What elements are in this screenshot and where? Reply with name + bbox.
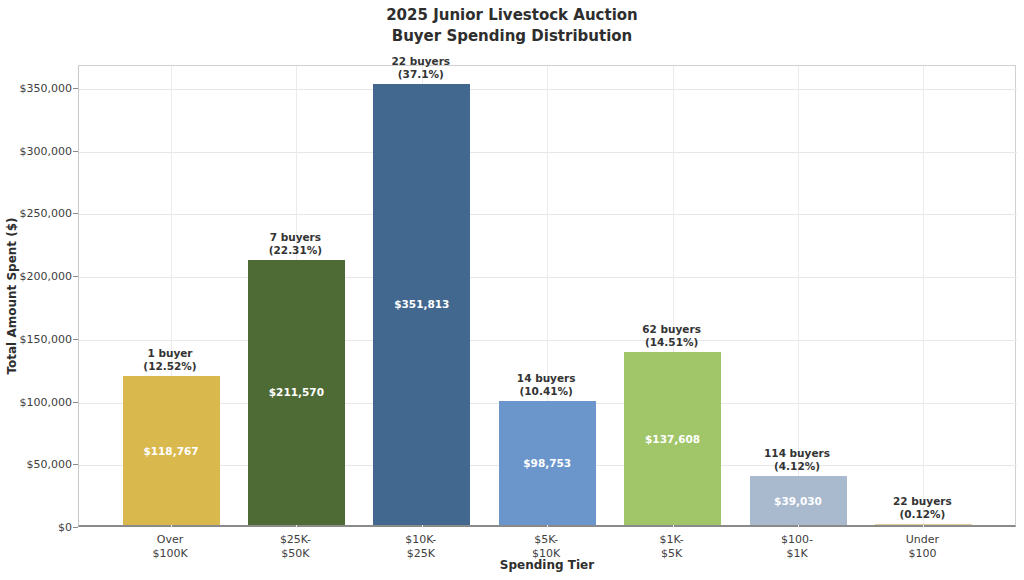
bar-1: $118,767 xyxy=(123,376,220,525)
bar-6: $39,030 xyxy=(750,476,847,525)
bar-7 xyxy=(875,524,972,525)
buyer-count-label: 62 buyers (14.51%) xyxy=(597,323,747,349)
plot-area: $118,767 $211,570 $351,813 $98,753 $137,608 $… xyxy=(78,65,1016,527)
bar-value-label: $211,570 xyxy=(269,386,324,398)
x-tick-label: $5K- $10K xyxy=(532,533,560,561)
buyer-count-label: 114 buyers (4.12%) xyxy=(722,447,872,473)
x-tick-label: Over $100K xyxy=(152,533,187,561)
y-tick-label: $200,000 xyxy=(20,270,73,283)
y-tick-label: $0 xyxy=(58,521,72,534)
bar-2: $211,570 xyxy=(248,260,345,525)
buyer-count-label: 7 buyers (22.31%) xyxy=(220,231,370,257)
bar-value-label: $39,030 xyxy=(774,495,822,507)
y-tick-label: $150,000 xyxy=(20,332,73,345)
bar-4: $98,753 xyxy=(499,401,596,525)
y-tick-label: $250,000 xyxy=(20,207,73,220)
chart-title-line2: Buyer Spending Distribution xyxy=(0,26,1024,47)
y-tick-label: $50,000 xyxy=(27,458,73,471)
bar-value-label: $98,753 xyxy=(523,457,571,469)
y-tick-mark xyxy=(73,402,78,403)
x-tick-label: $100- $1K xyxy=(781,533,813,561)
x-tick-label: $25K- $50K xyxy=(280,533,311,561)
y-tick-mark xyxy=(73,276,78,277)
x-gridline xyxy=(923,66,924,528)
y-axis-label: Total Amount Spent ($) xyxy=(5,196,19,396)
x-tick-label: Under $100 xyxy=(906,533,939,561)
bar-chart-figure: 2025 Junior Livestock Auction Buyer Spen… xyxy=(0,0,1024,580)
x-axis-label: Spending Tier xyxy=(78,558,1016,572)
y-tick-label: $300,000 xyxy=(20,144,73,157)
y-tick-label: $100,000 xyxy=(20,395,73,408)
bar-value-label: $351,813 xyxy=(394,298,449,310)
buyer-count-label: 1 buyer (12.52%) xyxy=(95,347,245,373)
y-tick-mark xyxy=(73,527,78,528)
buyer-count-label: 14 buyers (10.41%) xyxy=(471,372,621,398)
y-tick-label: $350,000 xyxy=(20,82,73,95)
bar-value-label: $118,767 xyxy=(143,445,198,457)
x-tick-label: $1K- $5K xyxy=(660,533,684,561)
y-tick-mark xyxy=(73,339,78,340)
buyer-count-label: 22 buyers (37.1%) xyxy=(346,55,496,81)
y-tick-mark xyxy=(73,88,78,89)
bar-value-label: $137,608 xyxy=(645,433,700,445)
chart-title-line1: 2025 Junior Livestock Auction xyxy=(0,5,1024,26)
y-tick-mark xyxy=(73,213,78,214)
bar-5: $137,608 xyxy=(624,352,721,525)
bar-3: $351,813 xyxy=(373,84,470,525)
y-tick-mark xyxy=(73,464,78,465)
buyer-count-label: 22 buyers (0.12%) xyxy=(847,495,997,521)
y-tick-mark xyxy=(73,151,78,152)
x-tick-label: $10K- $25K xyxy=(405,533,436,561)
chart-title: 2025 Junior Livestock Auction Buyer Spen… xyxy=(0,5,1024,47)
